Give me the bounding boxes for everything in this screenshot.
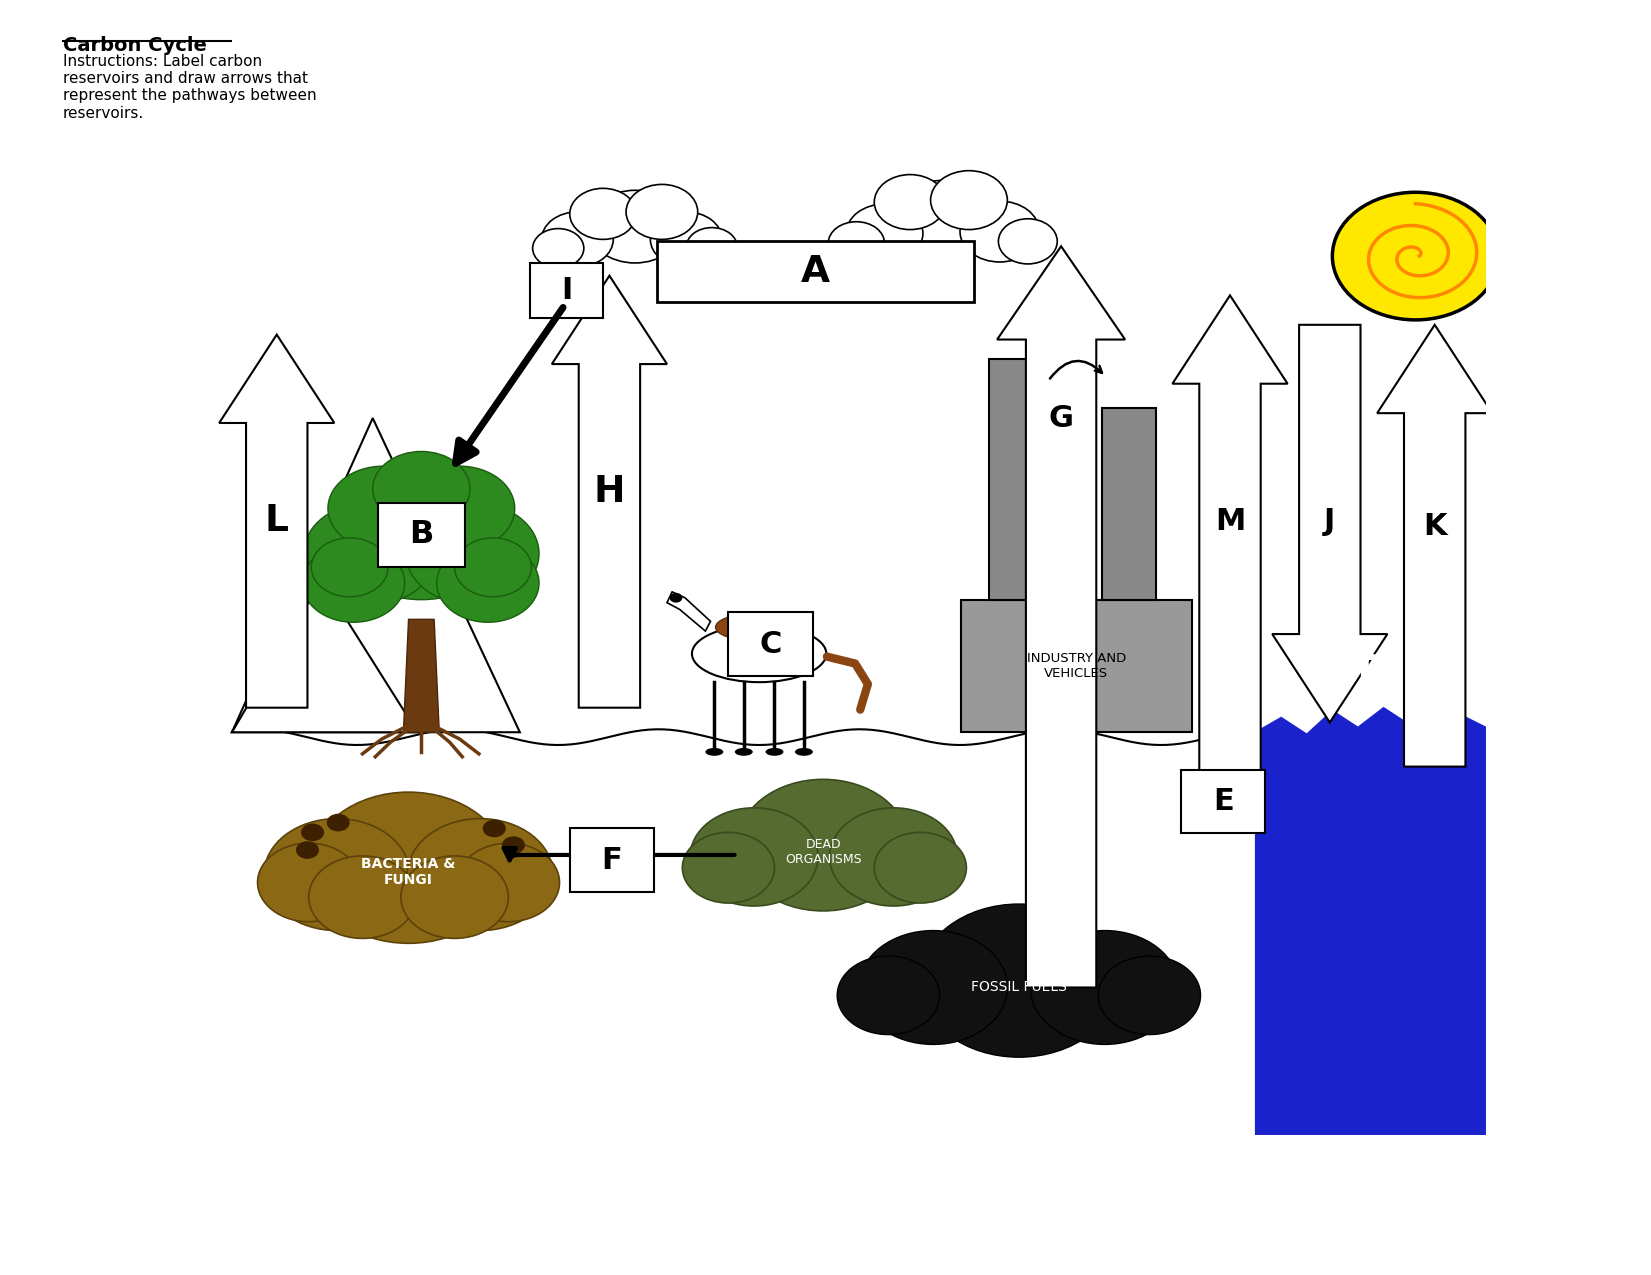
Circle shape <box>1030 931 1179 1044</box>
Circle shape <box>920 904 1119 1057</box>
Polygon shape <box>220 334 334 708</box>
Circle shape <box>845 204 923 263</box>
Circle shape <box>875 833 966 903</box>
Text: K: K <box>1423 511 1446 541</box>
Text: A: A <box>801 254 830 289</box>
Polygon shape <box>997 246 1124 988</box>
Text: FOSSIL FUELS: FOSSIL FUELS <box>971 980 1067 994</box>
Circle shape <box>457 843 560 922</box>
Text: L: L <box>264 504 289 539</box>
Circle shape <box>892 181 994 259</box>
Circle shape <box>312 538 388 597</box>
Ellipse shape <box>692 625 826 682</box>
Circle shape <box>837 956 939 1034</box>
Circle shape <box>436 543 538 622</box>
Circle shape <box>327 813 350 831</box>
Circle shape <box>687 228 738 266</box>
Circle shape <box>404 467 515 551</box>
Circle shape <box>502 836 525 854</box>
Circle shape <box>738 779 908 910</box>
Polygon shape <box>551 275 667 708</box>
Text: F: F <box>601 847 622 876</box>
Circle shape <box>859 931 1007 1044</box>
Polygon shape <box>1273 325 1387 723</box>
Text: M: M <box>1215 506 1245 536</box>
FancyBboxPatch shape <box>961 599 1192 732</box>
Ellipse shape <box>715 615 789 640</box>
Circle shape <box>482 820 505 838</box>
Text: DEAD
ORGANISMS: DEAD ORGANISMS <box>784 838 862 866</box>
Circle shape <box>959 201 1040 261</box>
Text: E: E <box>1213 788 1233 816</box>
Circle shape <box>533 228 584 268</box>
Text: H: H <box>594 474 626 510</box>
Circle shape <box>999 219 1057 264</box>
FancyBboxPatch shape <box>1103 408 1156 599</box>
Circle shape <box>300 824 324 842</box>
Circle shape <box>1332 193 1499 320</box>
Ellipse shape <box>766 638 807 659</box>
FancyBboxPatch shape <box>570 829 654 892</box>
Text: B: B <box>409 519 434 551</box>
Circle shape <box>401 856 509 938</box>
FancyBboxPatch shape <box>657 241 974 302</box>
Text: G: G <box>1048 404 1073 432</box>
Polygon shape <box>231 580 418 732</box>
Ellipse shape <box>796 748 812 756</box>
Text: INDUSTRY AND
VEHICLES: INDUSTRY AND VEHICLES <box>1027 653 1126 681</box>
Circle shape <box>296 842 319 859</box>
Text: D: D <box>1355 653 1390 695</box>
Circle shape <box>310 792 507 944</box>
Text: Instructions: Label carbon
reservoirs and draw arrows that
represent the pathway: Instructions: Label carbon reservoirs an… <box>63 54 317 121</box>
FancyBboxPatch shape <box>530 263 603 317</box>
Circle shape <box>542 212 613 266</box>
Circle shape <box>264 819 409 931</box>
Text: J: J <box>1324 506 1336 536</box>
Circle shape <box>1098 956 1200 1034</box>
Circle shape <box>626 185 698 240</box>
Polygon shape <box>667 592 710 631</box>
FancyBboxPatch shape <box>728 612 812 676</box>
Circle shape <box>650 212 721 266</box>
Text: Carbon Cycle: Carbon Cycle <box>63 36 206 55</box>
Circle shape <box>670 593 682 603</box>
Circle shape <box>570 189 636 240</box>
Ellipse shape <box>705 748 723 756</box>
Circle shape <box>875 175 946 230</box>
Polygon shape <box>1255 708 1486 1135</box>
Polygon shape <box>1172 296 1288 816</box>
Text: C: C <box>759 630 783 659</box>
Circle shape <box>406 502 538 604</box>
Circle shape <box>309 856 416 938</box>
Circle shape <box>302 543 404 622</box>
Circle shape <box>408 819 553 931</box>
Polygon shape <box>403 620 439 732</box>
Ellipse shape <box>735 748 753 756</box>
FancyBboxPatch shape <box>989 360 1043 599</box>
Circle shape <box>304 502 436 604</box>
Text: BACTERIA &
FUNGI: BACTERIA & FUNGI <box>362 857 456 886</box>
Polygon shape <box>1377 325 1493 766</box>
FancyBboxPatch shape <box>378 502 466 567</box>
Circle shape <box>588 190 682 263</box>
Circle shape <box>258 843 360 922</box>
Circle shape <box>829 808 958 907</box>
Circle shape <box>335 468 507 599</box>
Circle shape <box>373 451 471 527</box>
FancyBboxPatch shape <box>1182 770 1265 834</box>
Polygon shape <box>231 418 520 732</box>
Circle shape <box>329 467 438 551</box>
Circle shape <box>931 171 1007 230</box>
Ellipse shape <box>766 748 784 756</box>
Circle shape <box>682 833 774 903</box>
Text: I: I <box>561 275 573 305</box>
Circle shape <box>690 808 817 907</box>
Circle shape <box>829 222 885 265</box>
Circle shape <box>454 538 532 597</box>
